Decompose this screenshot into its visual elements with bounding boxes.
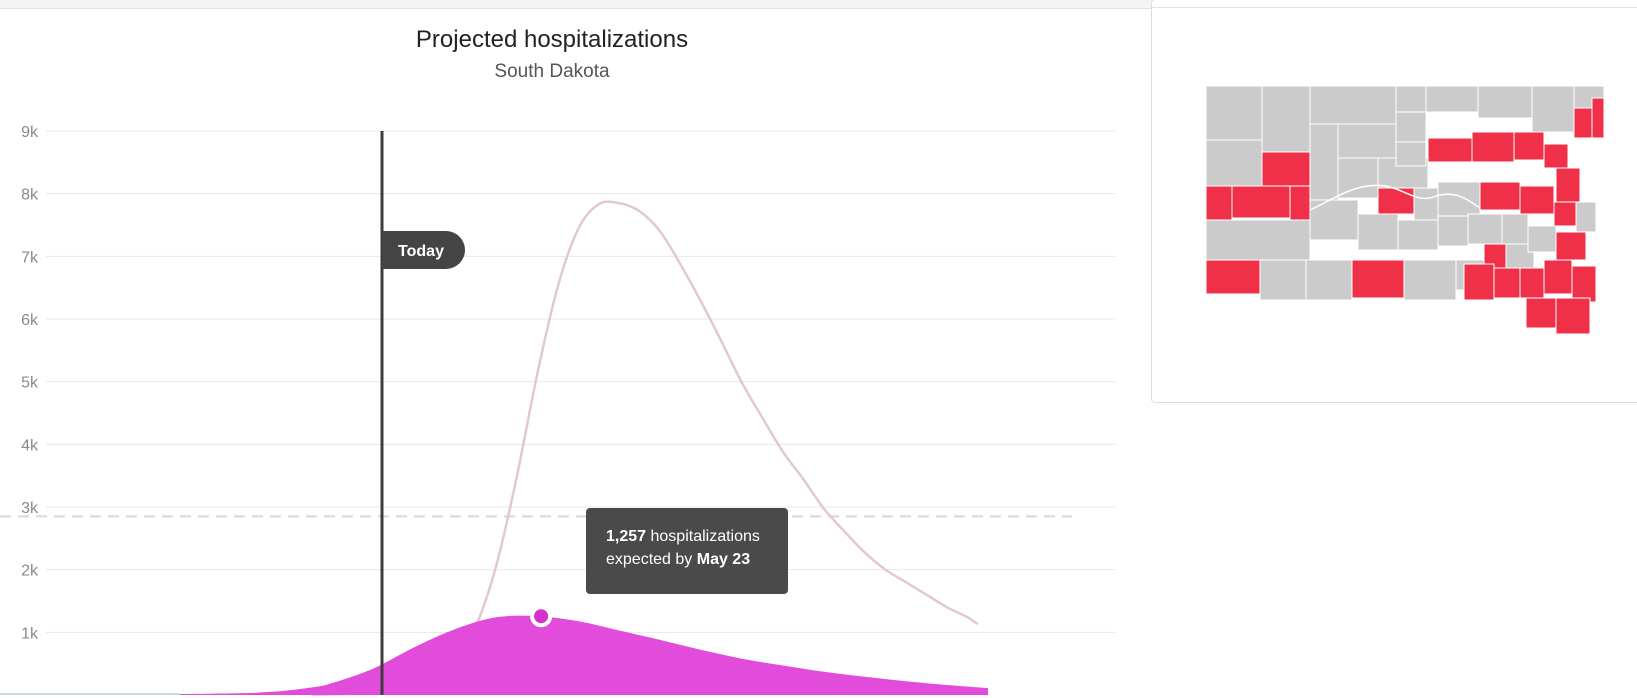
y-tick-label: 6k xyxy=(21,312,39,329)
county-shape[interactable] xyxy=(1591,97,1605,139)
south-dakota-county-map xyxy=(1206,86,1605,335)
county-shape[interactable] xyxy=(1206,86,1263,141)
chart-subtitle: South Dakota xyxy=(494,61,610,82)
county-shape[interactable] xyxy=(1493,267,1521,299)
series-area xyxy=(4,615,988,695)
series-line xyxy=(311,200,979,697)
county-shape[interactable] xyxy=(1395,86,1427,113)
county-shape[interactable] xyxy=(1519,267,1545,299)
river-line xyxy=(1309,184,1481,211)
county-shape[interactable] xyxy=(1555,167,1581,203)
tooltip-value: 1,257 xyxy=(606,528,647,545)
county-shape[interactable] xyxy=(1206,139,1263,187)
county-shape[interactable] xyxy=(1437,181,1481,217)
chart-title: Projected hospitalizations xyxy=(415,26,689,53)
county-shape[interactable] xyxy=(1571,265,1597,303)
county-shape[interactable] xyxy=(1403,259,1457,301)
county-shape[interactable] xyxy=(1553,201,1577,227)
county-shape[interactable] xyxy=(1467,213,1503,245)
county-shape[interactable] xyxy=(1206,185,1233,221)
county-shape[interactable] xyxy=(1395,111,1427,143)
y-tick-label: 4k xyxy=(21,437,39,454)
highlight-point xyxy=(530,605,553,628)
county-shape[interactable] xyxy=(1261,86,1311,153)
y-tick-label: 5k xyxy=(21,375,39,392)
county-shape[interactable] xyxy=(1305,259,1353,301)
county-shape[interactable] xyxy=(1543,259,1573,295)
county-shape[interactable] xyxy=(1261,151,1311,187)
county-shape[interactable] xyxy=(1573,107,1593,139)
tooltip-date: May 23 xyxy=(696,551,751,568)
y-tick-label: 2k xyxy=(21,563,39,580)
map-card-divider xyxy=(1152,7,1637,8)
county-shape[interactable] xyxy=(1206,259,1261,295)
county-shape[interactable] xyxy=(1519,185,1555,215)
county-shape[interactable] xyxy=(1477,86,1533,119)
county-shape[interactable] xyxy=(1397,219,1439,251)
county-shape[interactable] xyxy=(1575,201,1597,233)
y-tick-label: 8k xyxy=(21,187,39,204)
state-map-card xyxy=(1151,0,1637,403)
county-shape[interactable] xyxy=(1525,297,1557,329)
county-shape[interactable] xyxy=(1351,259,1405,299)
county-shape[interactable] xyxy=(1479,181,1521,211)
county-shape[interactable] xyxy=(1377,187,1415,215)
county-shape[interactable] xyxy=(1337,157,1379,199)
county-shape[interactable] xyxy=(1555,231,1587,261)
county-shape[interactable] xyxy=(1231,185,1291,219)
county-shape[interactable] xyxy=(1531,86,1575,133)
county-shape[interactable] xyxy=(1425,86,1479,113)
county-shape[interactable] xyxy=(1543,143,1569,169)
county-shape[interactable] xyxy=(1357,213,1399,251)
tooltip-text-1: hospitalizations xyxy=(646,528,760,545)
today-marker-badge xyxy=(382,231,465,269)
y-tick-label: 3k xyxy=(21,500,39,517)
y-tick-label: 9k xyxy=(21,124,39,141)
hospitalization-tooltip: 1,257 hospitalizations expected by May 2… xyxy=(586,508,788,594)
y-tick-label: 1k xyxy=(21,625,39,642)
tooltip-text-2: expected by xyxy=(606,551,697,568)
county-shape[interactable] xyxy=(1309,123,1339,201)
county-shape[interactable] xyxy=(1337,123,1397,159)
county-shape[interactable] xyxy=(1555,297,1591,335)
county-shape[interactable] xyxy=(1309,86,1397,125)
county-shape[interactable] xyxy=(1501,213,1529,245)
county-shape[interactable] xyxy=(1513,131,1545,161)
y-tick-label: 7k xyxy=(21,249,39,266)
county-shape[interactable] xyxy=(1206,219,1311,261)
county-shape[interactable] xyxy=(1437,215,1469,247)
county-shape[interactable] xyxy=(1289,185,1311,221)
county-shape[interactable] xyxy=(1395,141,1427,167)
county-shape[interactable] xyxy=(1427,137,1473,163)
county-shape[interactable] xyxy=(1413,187,1439,221)
county-shape[interactable] xyxy=(1471,131,1515,163)
hospitalization-chart-panel: 1k 2k 3k 4k 5k 6k 7k 8k 9k Today Projected hospit… xyxy=(0,9,1152,698)
today-label: Today xyxy=(398,243,444,260)
county-shape[interactable] xyxy=(1463,263,1495,301)
top-strip xyxy=(0,0,1152,9)
hospitalization-chart: 1k 2k 3k 4k 5k 6k 7k 8k 9k Today xyxy=(0,124,1116,697)
county-shape[interactable] xyxy=(1259,259,1307,301)
county-shape[interactable] xyxy=(1527,225,1557,253)
